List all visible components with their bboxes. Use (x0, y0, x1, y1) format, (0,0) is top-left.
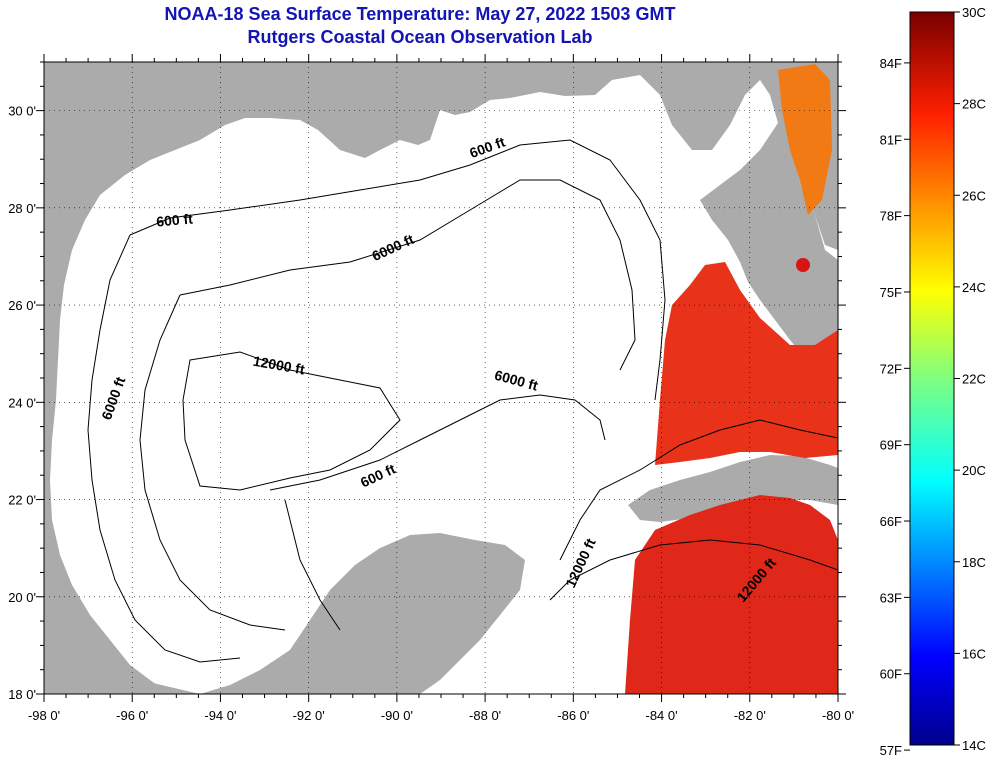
colorbar-label-f: 84F (880, 56, 902, 71)
lat-tick-label: 24 0' (8, 395, 36, 410)
colorbar-label-f: 60F (880, 667, 902, 682)
map-axes: -98 0' -96 0' -94 0' -92 0' -90 0' -88 0' -86 … (8, 54, 854, 723)
colorbar-label-c: 18C (962, 555, 986, 570)
colorbar-label-f: 72F (880, 361, 902, 376)
colorbar-label-f: 57F (880, 743, 902, 758)
colorbar-label-c: 14C (962, 738, 986, 753)
lon-tick-label: -94 0' (204, 708, 236, 723)
colorbar-label-f: 78F (880, 209, 902, 224)
colorbar-label-f: 66F (880, 514, 902, 529)
colorbar-label-c: 30C (962, 5, 986, 20)
colorbar-labels: 30C 28C 26C 24C 22C 20C 18C 16C 14C 84F 81F 78F 75F 7… (880, 5, 986, 758)
colorbar-label-f: 81F (880, 132, 902, 147)
lat-tick-label: 20 0' (8, 590, 36, 605)
land-yucatan (200, 533, 525, 694)
colorbar-label-c: 24C (962, 280, 986, 295)
lon-tick-label: -96 0' (116, 708, 148, 723)
bathymetry-contours (87, 139, 838, 663)
land-cuba (628, 455, 838, 522)
lon-tick-label: -98 0' (28, 708, 60, 723)
land-mexico-south (44, 620, 200, 694)
land-florida (700, 120, 838, 352)
lon-tick-label: -86 0' (557, 708, 589, 723)
sst-patch-florida-coast (778, 64, 832, 215)
lon-tick-label: -88 0' (469, 708, 501, 723)
land-us (44, 62, 838, 694)
sst-spot (796, 258, 810, 272)
lat-tick-label: 26 0' (8, 298, 36, 313)
sst-patch-east (655, 262, 838, 465)
colorbar-label-c: 20C (962, 463, 986, 478)
colorbar-label-f: 75F (880, 285, 902, 300)
colorbar-label-c: 16C (962, 646, 986, 661)
lon-tick-label: -80 0' (822, 708, 854, 723)
lon-tick-label: -92 0' (293, 708, 325, 723)
lat-tick-label: 22 0' (8, 493, 36, 508)
sst-patch-south (625, 495, 838, 694)
colorbar-label-f: 63F (880, 590, 902, 605)
colorbar-label-c: 28C (962, 97, 986, 112)
contour-label: 600 ft (156, 210, 194, 229)
map-subtitle: Rutgers Coastal Ocean Observation Lab (247, 27, 593, 47)
lat-tick-label: 18 0' (8, 687, 36, 702)
colorbar-label-f: 69F (880, 438, 902, 453)
colorbar-label-c: 26C (962, 188, 986, 203)
lon-tick-label: -82 0' (734, 708, 766, 723)
lon-tick-label: -84 0' (645, 708, 677, 723)
colorbar (909, 11, 955, 746)
map-title: NOAA-18 Sea Surface Temperature: May 27,… (164, 4, 676, 24)
lon-tick-label: -90 0' (381, 708, 413, 723)
colorbar-label-c: 22C (962, 372, 986, 387)
lat-tick-label: 30 0' (8, 104, 36, 119)
lat-tick-label: 28 0' (8, 201, 36, 216)
